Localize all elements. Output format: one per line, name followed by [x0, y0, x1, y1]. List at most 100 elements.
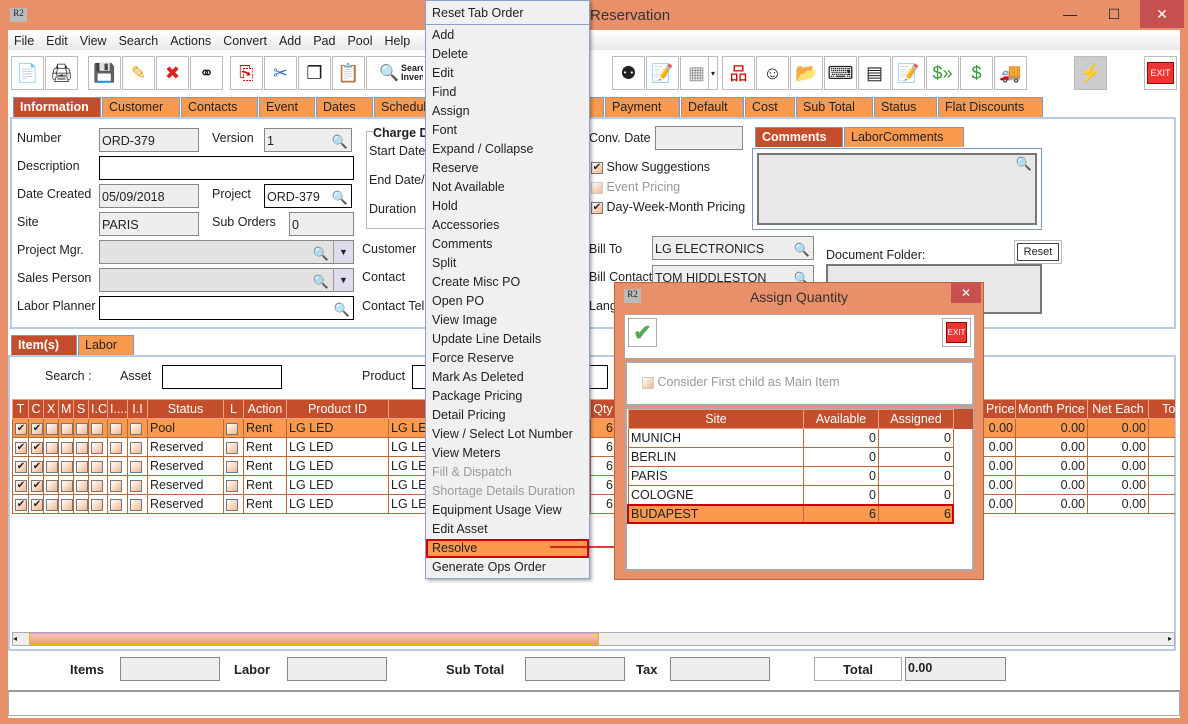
menu-item-not-available[interactable]: Not Available — [432, 180, 505, 194]
checkbox-icon[interactable] — [130, 460, 142, 473]
menu-item-expand-collapse[interactable]: Expand / Collapse — [432, 142, 534, 156]
checkbox-cell[interactable] — [43, 437, 59, 457]
menu-pad[interactable]: Pad — [313, 34, 336, 48]
checkbox-icon[interactable] — [130, 498, 142, 511]
column-header[interactable]: L — [223, 399, 244, 419]
checkbox-cell[interactable] — [127, 418, 148, 438]
chevron-down-icon[interactable]: ▼ — [333, 241, 353, 263]
checkbox-cell[interactable]: ✔ — [28, 494, 44, 514]
site-row[interactable]: PARIS 0 0 — [628, 466, 954, 486]
checkbox-checked-icon[interactable]: ✔ — [15, 460, 27, 473]
menu-pool[interactable]: Pool — [347, 34, 373, 48]
menu-item-add[interactable]: Add — [432, 28, 455, 42]
checkbox-checked-icon[interactable]: ✔ — [31, 498, 43, 511]
tab-cost[interactable]: Cost — [745, 97, 795, 117]
checkbox-cell[interactable] — [73, 418, 89, 438]
column-header[interactable]: S — [73, 399, 89, 419]
table-row[interactable]: ✔ ✔ Reserved Rent LG LED LG LE 6 0.00 0.00 0.00 — [12, 437, 1175, 457]
checkbox-cell[interactable] — [58, 456, 74, 476]
checkbox-icon[interactable] — [110, 498, 122, 511]
conv-date-field[interactable] — [655, 126, 743, 150]
checkbox-cell[interactable] — [58, 494, 74, 514]
checkbox-cell[interactable] — [88, 418, 108, 438]
new-icon[interactable]: 📄 — [11, 56, 44, 90]
column-header[interactable]: Assigned — [878, 409, 954, 429]
checkbox-icon[interactable] — [76, 422, 88, 435]
checkbox-icon[interactable] — [91, 498, 103, 511]
menu-item-view-select-lot-number[interactable]: View / Select Lot Number — [432, 427, 573, 441]
event-pricing-checkbox[interactable]: Event Pricing — [591, 180, 680, 194]
tab-labor[interactable]: Labor — [78, 335, 134, 355]
checkbox-cell[interactable]: ✔ — [28, 418, 44, 438]
first-child-checkbox[interactable]: Consider First child as Main Item — [642, 375, 840, 389]
checkbox-cell[interactable] — [73, 437, 89, 457]
menu-item-open-po[interactable]: Open PO — [432, 294, 485, 308]
checkbox-cell[interactable]: ✔ — [12, 494, 29, 514]
column-header[interactable]: Tot — [1148, 399, 1175, 419]
checkbox-icon[interactable] — [110, 422, 122, 435]
scissors-icon[interactable]: ✂ — [264, 56, 297, 90]
menu-item-force-reserve[interactable]: Force Reserve — [432, 351, 514, 365]
search-icon[interactable]: 🔍 — [1015, 156, 1032, 171]
column-header[interactable]: Site — [628, 409, 804, 429]
checkbox-cell[interactable] — [127, 475, 148, 495]
menu-add[interactable]: Add — [278, 34, 302, 48]
checkbox-cell[interactable] — [58, 475, 74, 495]
checkbox-icon[interactable] — [61, 479, 73, 492]
column-header[interactable]: X — [43, 399, 59, 419]
sales-person-combo[interactable]: 🔍 ▼ — [99, 268, 354, 292]
checkbox-checked-icon[interactable]: ✔ — [15, 498, 27, 511]
money-note-icon[interactable]: $ — [960, 56, 993, 90]
binoculars-icon[interactable]: ⚭ — [190, 56, 223, 90]
site-row[interactable]: MUNICH 0 0 — [628, 428, 954, 448]
checkbox-cell[interactable] — [223, 437, 244, 457]
checkbox-icon[interactable] — [76, 460, 88, 473]
table-row[interactable]: ✔ ✔ Reserved Rent LG LED LG LE 6 0.00 0.00 0.00 — [12, 456, 1175, 476]
dwm-pricing-checkbox[interactable]: ✔ Day-Week-Month Pricing — [591, 200, 746, 214]
menu-item-split[interactable]: Split — [432, 256, 457, 270]
assigned-cell[interactable]: 0 — [878, 485, 954, 505]
menu-item-delete[interactable]: Delete — [432, 47, 469, 61]
search-icon[interactable]: 🔍 — [331, 190, 348, 205]
show-suggestions-checkbox[interactable]: ✔ Show Suggestions — [591, 160, 711, 174]
close-button[interactable]: ✕ — [1140, 0, 1184, 28]
checkbox-cell[interactable] — [107, 437, 128, 457]
tab-status[interactable]: Status — [874, 97, 937, 117]
checkbox-cell[interactable] — [58, 418, 74, 438]
version-field[interactable]: 1 🔍 — [264, 128, 352, 152]
checkbox-icon[interactable] — [46, 422, 58, 435]
checkbox-cell[interactable] — [107, 418, 128, 438]
checkbox-cell[interactable] — [107, 475, 128, 495]
column-header[interactable]: Status — [147, 399, 224, 419]
checkbox-checked-icon[interactable]: ✔ — [15, 441, 27, 454]
tab-information[interactable]: Information — [13, 97, 101, 117]
checkbox-cell[interactable] — [73, 494, 89, 514]
checkbox-cell[interactable] — [127, 437, 148, 457]
tab-contacts[interactable]: Contacts — [181, 97, 258, 117]
print-icon[interactable]: 🖨 — [45, 56, 78, 90]
column-header[interactable]: Price — [983, 399, 1016, 419]
column-header[interactable]: T — [12, 399, 29, 419]
checkbox-cell[interactable] — [88, 456, 108, 476]
assigned-cell[interactable]: 0 — [878, 466, 954, 486]
checkbox-icon[interactable] — [46, 498, 58, 511]
project-mgr-combo[interactable]: 🔍 ▼ — [99, 240, 354, 264]
asset-search-input[interactable] — [162, 365, 282, 389]
smiley-icon[interactable]: ☺ — [756, 56, 789, 90]
paste-icon[interactable]: 📋 — [332, 56, 365, 90]
column-header[interactable]: M — [58, 399, 74, 419]
key-icon[interactable]: ⌨ — [824, 56, 857, 90]
folder-clock-icon[interactable]: 📂 — [790, 56, 823, 90]
checkbox-checked-icon[interactable]: ✔ — [31, 460, 43, 473]
table-row[interactable]: ✔ ✔ Reserved Rent LG LED LG LE 6 0.00 0.00 0.00 — [12, 475, 1175, 495]
description-field[interactable] — [99, 156, 354, 180]
site-row[interactable]: BERLIN 0 0 — [628, 447, 954, 467]
menu-item-reset-tab-order[interactable]: Reset Tab Order — [432, 6, 524, 20]
checkbox-icon[interactable] — [130, 422, 142, 435]
menu-item-hold[interactable]: Hold — [432, 199, 458, 213]
menu-item-resolve[interactable]: Resolve — [426, 539, 589, 558]
menu-item-edit[interactable]: Edit — [432, 66, 454, 80]
menu-item-edit-asset[interactable]: Edit Asset — [432, 522, 488, 536]
checkbox-checked-icon[interactable]: ✔ — [31, 441, 43, 454]
search-icon[interactable]: 🔍 — [331, 134, 348, 149]
